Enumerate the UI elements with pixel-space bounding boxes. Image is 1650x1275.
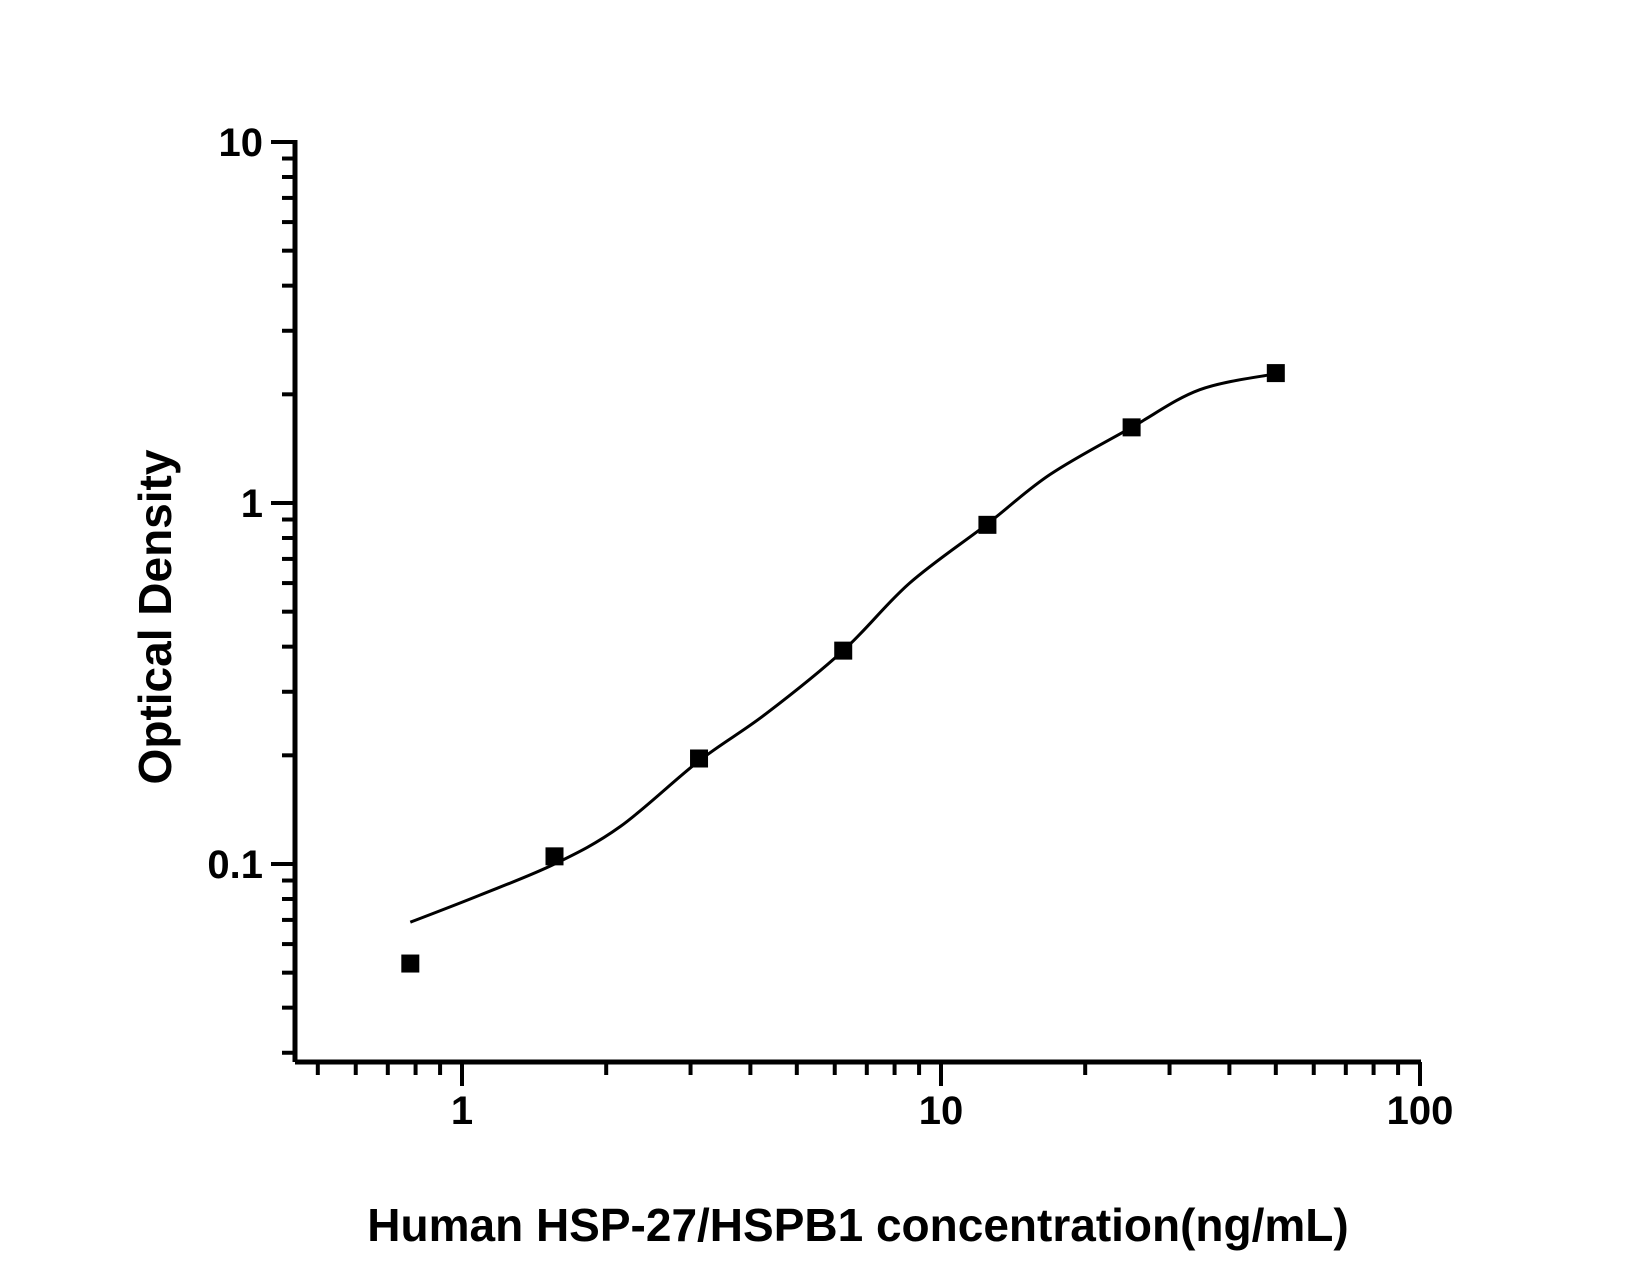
data-point-marker [690, 749, 709, 768]
y-axis-tick-label: 10 [219, 121, 264, 165]
y-axis-title: Optical Density [129, 449, 181, 785]
x-axis-tick-label: 100 [1387, 1089, 1454, 1133]
x-axis-title: Human HSP-27/HSPB1 concentration(ng/mL) [367, 1199, 1349, 1251]
y-axis-tick-label: 0.1 [207, 843, 263, 887]
data-point-marker [1266, 364, 1285, 383]
y-axis-tick-label: 1 [241, 482, 263, 526]
data-point-marker [545, 847, 564, 866]
x-axis-tick-label: 1 [451, 1089, 473, 1133]
data-point-marker [834, 641, 853, 660]
data-point-marker [978, 515, 997, 534]
data-point-marker [1122, 418, 1141, 437]
x-axis-tick-label: 10 [919, 1089, 964, 1133]
data-point-marker [401, 954, 420, 973]
